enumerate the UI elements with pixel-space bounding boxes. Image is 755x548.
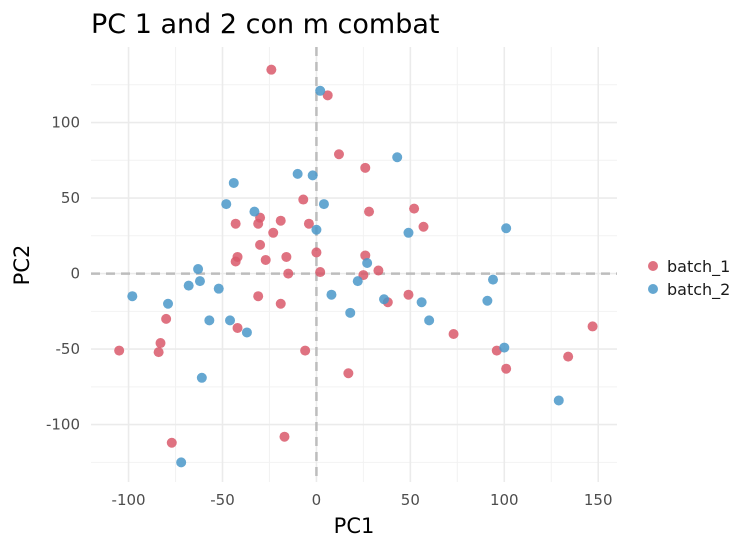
data-point-batch-1: [260, 254, 271, 265]
data-point-batch-1: [279, 431, 290, 442]
data-point-batch-1: [364, 206, 375, 217]
legend-label-batch-2: batch_2: [667, 280, 730, 300]
major-gridlines: [91, 47, 617, 482]
data-point-batch-1: [298, 194, 309, 205]
data-point-batch-1: [360, 162, 371, 173]
data-point-batch-2: [403, 227, 414, 238]
data-point-batch-1: [166, 437, 177, 448]
y-axis-title: PC2: [10, 245, 34, 286]
y-tick-label: 0: [70, 265, 80, 283]
data-point-batch-2: [183, 280, 194, 291]
data-point-batch-1: [563, 351, 574, 362]
x-tick-label: -100: [112, 491, 146, 509]
data-point-batch-2: [193, 264, 204, 275]
data-point-batch-1: [315, 267, 326, 278]
data-point-batch-1: [409, 203, 420, 214]
legend: batch_1 batch_2: [648, 257, 730, 300]
data-point-batch-2: [204, 315, 215, 326]
data-point-batch-2: [424, 315, 435, 326]
zero-reference-lines: [91, 47, 617, 482]
data-point-batch-2: [326, 289, 337, 300]
data-point-batch-1: [300, 345, 311, 356]
data-point-batch-1: [322, 90, 333, 101]
data-point-batch-2: [228, 177, 239, 188]
x-tick-label: -50: [210, 491, 235, 509]
data-points: [114, 64, 598, 468]
data-point-batch-1: [501, 363, 512, 374]
data-point-batch-1: [161, 313, 172, 324]
data-point-batch-2: [307, 170, 318, 181]
y-tick-label: -50: [56, 340, 81, 358]
data-point-batch-2: [163, 298, 174, 309]
data-point-batch-2: [241, 327, 252, 338]
y-tick-label: 50: [61, 189, 80, 207]
data-point-batch-2: [221, 199, 232, 210]
data-point-batch-2: [213, 283, 224, 294]
data-point-batch-1: [266, 64, 277, 75]
data-point-batch-1: [153, 347, 164, 358]
data-point-batch-2: [249, 206, 260, 217]
x-tick-label: 100: [490, 491, 519, 509]
data-point-batch-1: [268, 227, 279, 238]
data-point-batch-1: [281, 251, 292, 262]
data-point-batch-1: [230, 218, 241, 229]
data-point-batch-1: [253, 218, 264, 229]
data-point-batch-2: [127, 291, 138, 302]
x-tick-label: 0: [312, 491, 322, 509]
x-tick-label: 50: [401, 491, 420, 509]
data-point-batch-2: [499, 342, 510, 353]
data-point-batch-1: [255, 239, 266, 250]
y-axis-tick-labels: -100 -50 0 50 100: [46, 114, 80, 434]
minor-gridlines: [91, 47, 617, 482]
data-point-batch-1: [253, 291, 264, 302]
y-tick-label: 100: [51, 114, 80, 132]
data-point-batch-2: [501, 223, 512, 234]
data-point-batch-2: [416, 297, 427, 308]
data-point-batch-1: [114, 345, 125, 356]
legend-key-batch-1: [648, 261, 658, 271]
x-axis-tick-labels: -100 -50 0 50 100 150: [112, 491, 613, 509]
data-point-batch-2: [225, 315, 236, 326]
data-point-batch-1: [155, 338, 166, 349]
x-axis-title: PC1: [334, 514, 375, 538]
data-point-batch-2: [318, 199, 329, 210]
data-point-batch-1: [311, 247, 322, 258]
y-tick-label: -100: [46, 416, 80, 434]
data-point-batch-2: [392, 152, 403, 163]
data-point-batch-1: [343, 368, 354, 379]
data-point-batch-1: [418, 221, 429, 232]
data-point-batch-2: [553, 395, 564, 406]
data-point-batch-1: [360, 250, 371, 261]
data-point-batch-1: [373, 265, 384, 276]
data-point-batch-1: [230, 256, 241, 267]
data-point-batch-1: [403, 289, 414, 300]
data-point-batch-2: [362, 257, 373, 268]
data-point-batch-2: [196, 372, 207, 383]
data-point-batch-2: [315, 85, 326, 96]
data-point-batch-1: [275, 215, 286, 226]
data-point-batch-1: [283, 268, 294, 279]
chart-title: PC 1 and 2 con m combat: [91, 9, 440, 40]
data-point-batch-2: [488, 274, 499, 285]
data-point-batch-1: [587, 321, 598, 332]
data-point-batch-2: [176, 457, 187, 468]
data-point-batch-1: [303, 218, 314, 229]
data-point-batch-1: [232, 322, 243, 333]
data-point-batch-1: [275, 298, 286, 309]
data-point-batch-2: [352, 276, 363, 287]
data-point-batch-1: [491, 345, 502, 356]
legend-key-batch-2: [648, 284, 658, 294]
data-point-batch-2: [292, 168, 303, 179]
data-point-batch-2: [379, 294, 390, 305]
legend-label-batch-1: batch_1: [667, 257, 730, 277]
data-point-batch-2: [194, 276, 205, 287]
data-point-batch-2: [482, 295, 493, 306]
data-point-batch-1: [333, 149, 344, 160]
data-point-batch-1: [448, 328, 459, 339]
data-point-batch-2: [311, 224, 322, 235]
data-point-batch-2: [345, 307, 356, 318]
x-tick-label: 150: [584, 491, 613, 509]
